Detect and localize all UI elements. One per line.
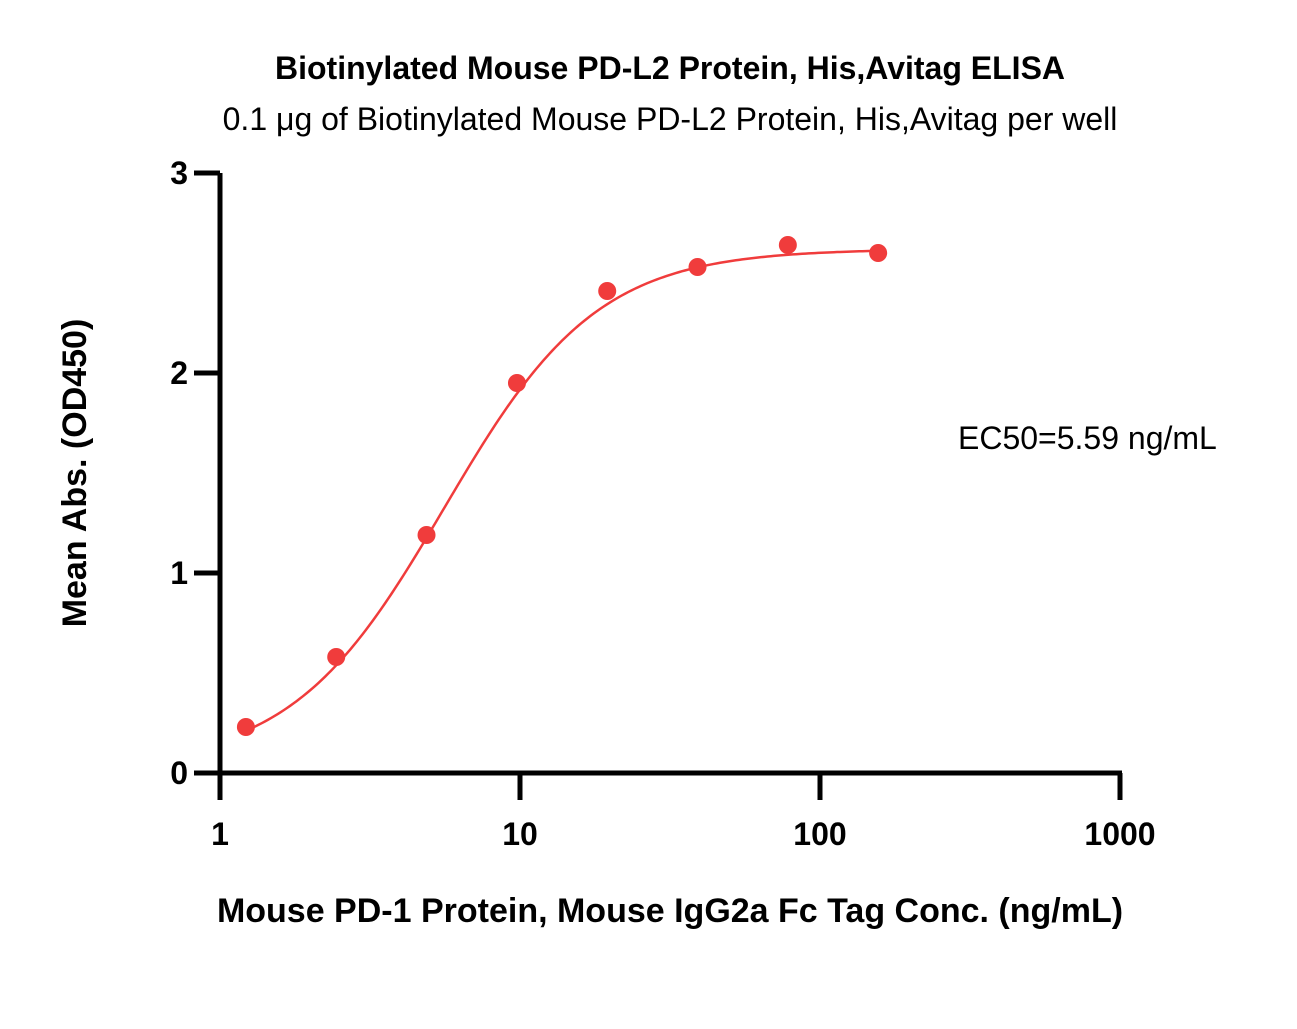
data-point (778, 236, 797, 254)
x-tick-label: 1 (211, 816, 229, 852)
chart-title: Biotinylated Mouse PD-L2 Protein, His,Av… (275, 50, 1065, 86)
x-tick-label: 100 (793, 816, 846, 852)
data-point (598, 282, 617, 300)
x-tick-label: 1000 (1084, 816, 1155, 852)
data-point (327, 648, 346, 666)
y-tick-label: 2 (170, 355, 188, 391)
y-tick-label: 3 (170, 155, 188, 191)
chart-subtitle: 0.1 μg of Biotinylated Mouse PD-L2 Prote… (223, 101, 1118, 137)
x-axis: 1 10 100 1000 (211, 770, 1156, 852)
ec50-annotation: EC50=5.59 ng/mL (958, 420, 1217, 456)
data-point (417, 526, 436, 544)
x-tick-label: 10 (502, 816, 538, 852)
data-point (507, 374, 526, 392)
data-points-group (236, 236, 888, 736)
fit-curve (245, 249, 879, 732)
y-axis-label: Mean Abs. (OD450) (56, 319, 94, 628)
y-axis: 0 1 2 3 (170, 155, 223, 791)
x-axis-label: Mouse PD-1 Protein, Mouse IgG2a Fc Tag C… (217, 892, 1123, 930)
data-point (688, 258, 707, 276)
data-point (236, 718, 255, 736)
fit-curve-group (245, 249, 879, 732)
y-tick-label: 1 (170, 555, 188, 591)
data-point (869, 244, 888, 262)
y-tick-label: 0 (170, 755, 188, 791)
